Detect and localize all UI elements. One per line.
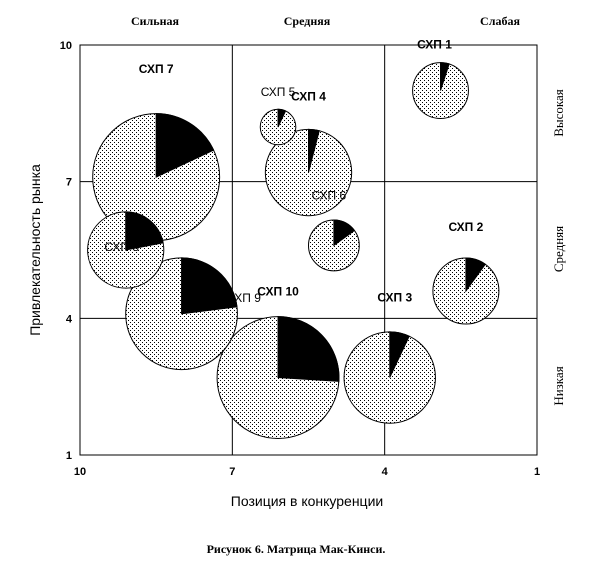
bubble — [259, 108, 297, 146]
right-zone-medium: Средняя — [551, 226, 566, 272]
bubble-label: СХП 1 — [417, 38, 452, 52]
top-zone-medium: Средняя — [284, 14, 331, 28]
bubble-layer — [87, 62, 500, 439]
bubble-label: СХП 3 — [377, 291, 412, 305]
bubble — [92, 113, 221, 242]
bubble — [343, 331, 436, 424]
y-axis-label: Привлекательность рынка — [27, 164, 43, 336]
bubble — [432, 257, 500, 325]
x-tick-label: 7 — [229, 466, 235, 478]
x-tick-label: 10 — [74, 466, 86, 478]
bubble-share-slice — [181, 257, 238, 315]
bubble — [87, 211, 165, 289]
bubble-label: СХП 4 — [291, 90, 326, 104]
bubble-share-slice — [277, 108, 287, 128]
bubble-label: СХП 10 — [257, 285, 299, 299]
bubble-share-slice — [125, 211, 164, 251]
x-tick-label: 1 — [534, 466, 540, 478]
bubble-label: СХП 8 — [104, 240, 139, 254]
bubble-label: СХП 6 — [312, 188, 347, 202]
bubble-share-slice — [308, 128, 320, 173]
bubble — [125, 257, 238, 371]
bubble-share-slice — [465, 257, 487, 293]
bubble — [308, 219, 360, 272]
bubble-label: СХП 9 — [226, 291, 261, 305]
bubble-share-slice — [155, 113, 215, 178]
bubble — [264, 128, 353, 217]
plot-frame — [79, 44, 538, 456]
x-tick-label: 4 — [382, 466, 389, 478]
y-tick-label: 7 — [66, 177, 72, 189]
bubble — [412, 62, 469, 119]
x-axis-label: Позиция в конкуренции — [231, 493, 383, 509]
bubble-share-slice — [389, 331, 410, 378]
right-zone-low: Низкая — [551, 366, 566, 405]
bubble-label: СХП 5 — [261, 85, 296, 99]
top-zone-weak: Слабая — [480, 14, 520, 28]
y-tick-label: 1 — [66, 450, 72, 462]
y-tick-label: 10 — [60, 40, 72, 52]
bubble-share-slice — [277, 316, 340, 382]
bubble-share-slice — [440, 62, 450, 91]
right-zone-high: Высокая — [551, 89, 566, 137]
bubble-label: СХП 7 — [139, 62, 174, 76]
top-zone-strong: Сильная — [131, 14, 180, 28]
bubble-share-slice — [333, 219, 356, 247]
figure-caption: Рисунок 6. Матрица Мак-Кинси. — [207, 542, 386, 556]
bubble-label: СХП 2 — [448, 220, 483, 234]
bubble — [216, 316, 340, 439]
y-tick-label: 4 — [66, 313, 73, 325]
